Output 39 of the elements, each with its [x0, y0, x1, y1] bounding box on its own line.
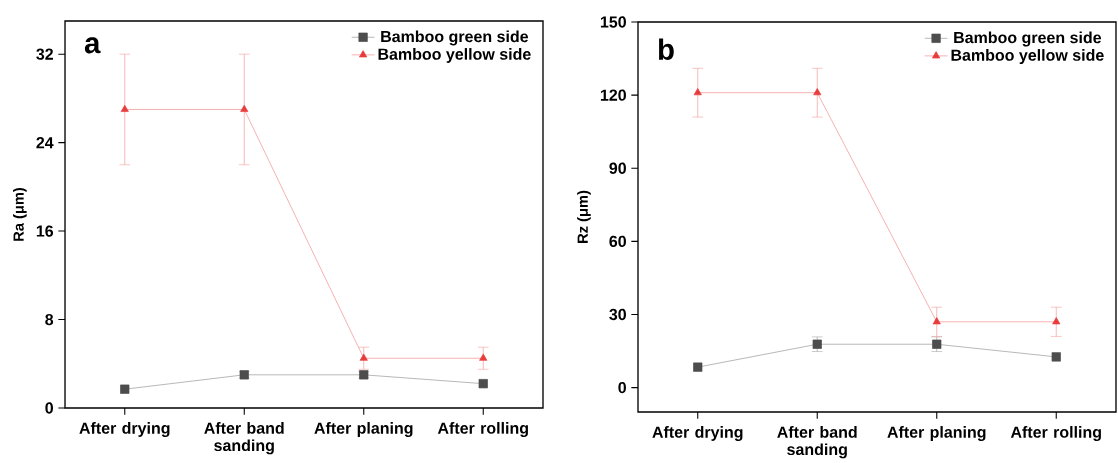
point	[813, 88, 822, 96]
y-tick-label: 24	[36, 137, 54, 149]
annotation: b	[658, 38, 674, 61]
y-axis-title: Rz (μm)	[577, 190, 591, 243]
point	[479, 353, 488, 361]
y-tick-label: 16	[36, 225, 54, 237]
point	[693, 362, 703, 372]
point	[359, 353, 368, 361]
y-tick-label: 32	[36, 48, 53, 60]
legend-label: Bamboo green side	[954, 31, 1102, 47]
point	[693, 88, 702, 96]
x-tick-label: After planing	[314, 422, 413, 438]
x-tick-label: After band sanding	[204, 422, 284, 455]
y-tick-label: 120	[600, 89, 626, 101]
y-tick-label: 0	[45, 402, 53, 414]
y-tick-label: 0	[618, 382, 626, 394]
y-tick-label: 150	[600, 16, 626, 28]
x-tick-label: After band sanding	[777, 426, 857, 459]
x-tick-label: After rolling	[1010, 426, 1101, 442]
legend-label: Bamboo yellow side	[378, 48, 531, 64]
point	[1052, 317, 1061, 325]
y-tick-label: 8	[45, 313, 54, 326]
legend-label: Bamboo yellow side	[951, 49, 1104, 65]
y-axis-title: Ra (μm)	[13, 188, 27, 241]
y-tick-label: 60	[609, 235, 626, 248]
x-tick-label: After planing	[887, 426, 986, 442]
point	[120, 384, 130, 394]
point	[240, 104, 249, 113]
x-tick-label: After drying	[652, 426, 743, 442]
x-tick-label: After rolling	[437, 422, 528, 438]
y-tick-label: 90	[609, 162, 626, 174]
point	[932, 317, 941, 325]
y-tick-label: 30	[609, 308, 626, 321]
point	[120, 104, 129, 113]
x-tick-label: After drying	[79, 422, 170, 438]
legend-label: Bamboo green side	[381, 30, 529, 46]
annotation: a	[84, 37, 101, 54]
point	[1051, 352, 1061, 362]
point	[478, 379, 488, 389]
